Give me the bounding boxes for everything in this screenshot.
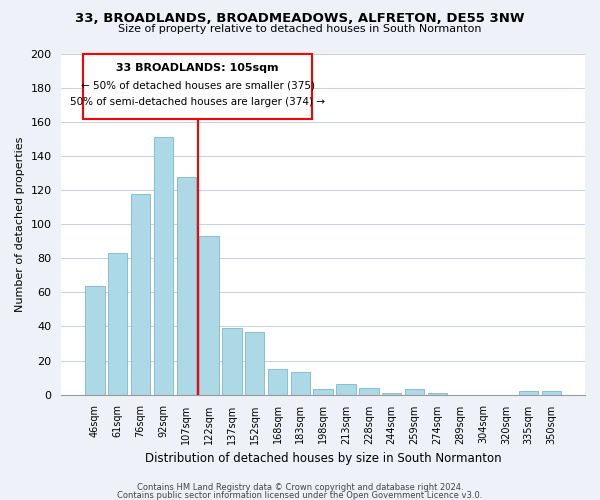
- Bar: [131, 194, 150, 394]
- Bar: [154, 138, 173, 394]
- Text: 33, BROADLANDS, BROADMEADOWS, ALFRETON, DE55 3NW: 33, BROADLANDS, BROADMEADOWS, ALFRETON, …: [75, 12, 525, 26]
- Bar: [519, 391, 538, 394]
- Text: Size of property relative to detached houses in South Normanton: Size of property relative to detached ho…: [118, 24, 482, 34]
- Bar: [359, 388, 379, 394]
- Bar: [313, 390, 333, 394]
- Text: ← 50% of detached houses are smaller (375): ← 50% of detached houses are smaller (37…: [80, 80, 314, 90]
- Bar: [337, 384, 356, 394]
- Bar: [176, 176, 196, 394]
- Text: 50% of semi-detached houses are larger (374) →: 50% of semi-detached houses are larger (…: [70, 97, 325, 107]
- Y-axis label: Number of detached properties: Number of detached properties: [15, 136, 25, 312]
- Bar: [268, 369, 287, 394]
- Text: 33 BROADLANDS: 105sqm: 33 BROADLANDS: 105sqm: [116, 63, 279, 73]
- Bar: [199, 236, 219, 394]
- Bar: [85, 286, 104, 395]
- Bar: [542, 391, 561, 394]
- Bar: [222, 328, 242, 394]
- Bar: [108, 253, 127, 394]
- Bar: [290, 372, 310, 394]
- X-axis label: Distribution of detached houses by size in South Normanton: Distribution of detached houses by size …: [145, 452, 502, 465]
- Text: Contains public sector information licensed under the Open Government Licence v3: Contains public sector information licen…: [118, 492, 482, 500]
- Bar: [405, 390, 424, 394]
- Bar: [428, 393, 447, 394]
- Bar: [382, 393, 401, 394]
- Text: Contains HM Land Registry data © Crown copyright and database right 2024.: Contains HM Land Registry data © Crown c…: [137, 483, 463, 492]
- Bar: [245, 332, 265, 394]
- FancyBboxPatch shape: [83, 54, 312, 118]
